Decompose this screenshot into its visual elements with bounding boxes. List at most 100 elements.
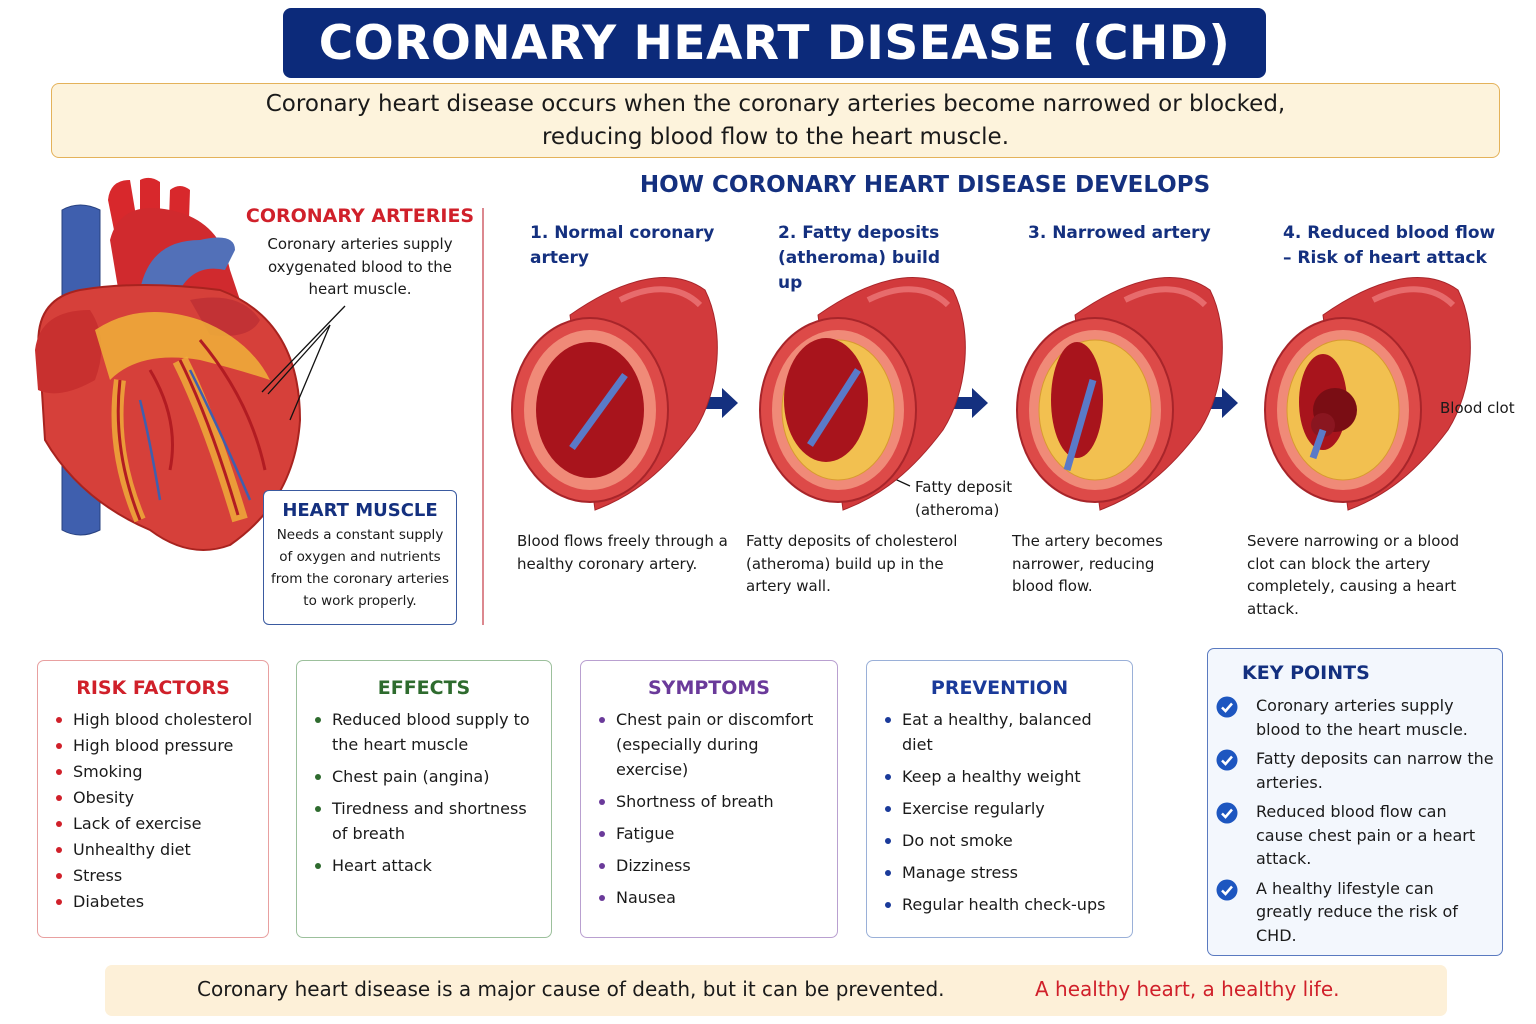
illustration-part xyxy=(267,324,331,395)
panel-title: SYMPTOMS xyxy=(648,677,770,699)
illustration-part xyxy=(695,388,738,418)
illustration-part xyxy=(695,388,1238,418)
artery-shine xyxy=(1123,286,1208,308)
stage-text: Severe narrowing or a blood clot can blo… xyxy=(1247,532,1460,618)
key-point: Reduced blood flow can cause chest pain … xyxy=(1208,800,1494,871)
check-icon xyxy=(1216,879,1238,900)
key-point: Fatty deposits can narrow the arteries. xyxy=(1208,747,1494,794)
arteries-text: Coronary arteries supply oxygenated bloo… xyxy=(267,235,453,298)
stage-text: Blood flows freely through a healthy cor… xyxy=(517,532,728,573)
list-item: Tiredness and shortness of breath xyxy=(313,796,543,846)
arteries-title: CORONARY ARTERIES xyxy=(245,205,475,227)
list-item: Exercise regularly xyxy=(883,796,1124,821)
panel-list: Eat a healthy, balanced diet Keep a healt… xyxy=(867,707,1132,917)
key-points-list: Coronary arteries supply blood to the he… xyxy=(1208,694,1502,947)
flow-arrow xyxy=(1063,379,1097,471)
info-panel: RISK FACTORS High blood cholesterol High b… xyxy=(37,660,269,938)
check-mark xyxy=(1221,885,1233,896)
illustration-part xyxy=(138,369,252,501)
check-circle xyxy=(1216,802,1238,824)
illustration-part xyxy=(116,339,267,521)
check-circle xyxy=(1216,749,1238,771)
key-point-text: Fatty deposits can narrow the arteries. xyxy=(1256,749,1494,792)
stage-heading: 1. Normal coronary artery xyxy=(530,223,715,268)
blood-clot-label: Blood clot xyxy=(1440,399,1515,417)
artery-illustration xyxy=(1016,277,1223,511)
title: CORONARY HEART DISEASE (CHD) xyxy=(318,15,1231,71)
info-panel: EFFECTS Reduced blood supply to the heart… xyxy=(296,660,552,938)
list-item: Stress xyxy=(54,863,260,888)
flow-arrow xyxy=(569,372,628,451)
illustration-part xyxy=(289,324,331,421)
list-item: Fatigue xyxy=(597,821,829,846)
list-item: Heart attack xyxy=(313,853,543,878)
stage-text: Fatty deposits of cholesterol (atheroma)… xyxy=(746,532,958,595)
stage-heading: 2. Fatty deposits (atheroma) build up xyxy=(778,223,941,293)
panel-list: Chest pain or discomfort (especially dur… xyxy=(581,707,837,910)
intro-text: Coronary heart disease occurs when the c… xyxy=(265,90,1286,150)
list-item: Shortness of breath xyxy=(597,789,829,814)
info-panel: SYMPTOMS Chest pain or discomfort (especi… xyxy=(580,660,838,938)
check-mark xyxy=(1221,808,1233,819)
artery-illustration xyxy=(1264,277,1471,511)
list-item: Lack of exercise xyxy=(54,811,260,836)
list-item: High blood cholesterol xyxy=(54,707,260,732)
muscle-text: Needs a constant supply of oxygen and nu… xyxy=(270,527,450,609)
list-item: Diabetes xyxy=(54,889,260,914)
check-icon xyxy=(1216,696,1238,718)
info-panel: PREVENTION Eat a healthy, balanced diet Ke… xyxy=(866,660,1133,938)
key-point: A healthy lifestyle can greatly reduce t… xyxy=(1208,877,1494,948)
panel-title: RISK FACTORS xyxy=(76,677,230,699)
flow-arrow xyxy=(807,368,861,447)
list-item: Unhealthy diet xyxy=(54,837,260,862)
artery-illustration xyxy=(759,277,966,511)
illustration-part xyxy=(35,310,102,394)
muscle-title: HEART MUSCLE xyxy=(282,500,438,521)
intro-box: Coronary heart disease occurs when the c… xyxy=(51,83,1500,158)
title-banner: CORONARY HEART DISEASE (CHD) xyxy=(283,8,1266,78)
lumen xyxy=(536,342,644,478)
list-item: Dizziness xyxy=(597,853,829,878)
artery-shine xyxy=(1371,286,1456,308)
check-icon xyxy=(1216,802,1238,824)
list-item: Nausea xyxy=(597,885,829,910)
panel-list: High blood cholesterol High blood pressur… xyxy=(38,707,268,914)
stage-text: The artery becomes narrower, reducing bl… xyxy=(1012,532,1163,595)
illustration-part xyxy=(945,388,988,418)
list-item: Regular health check-ups xyxy=(883,892,1124,917)
check-circle xyxy=(1216,879,1238,900)
stage-heading: 3. Narrowed artery xyxy=(1028,223,1211,243)
development-title: HOW CORONARY HEART DISEASE DEVELOPS xyxy=(639,172,1211,198)
key-point-text: Coronary arteries supply blood to the he… xyxy=(1256,696,1468,739)
illustration-part xyxy=(95,312,270,380)
list-item: Do not smoke xyxy=(883,828,1124,853)
key-point: Coronary arteries supply blood to the he… xyxy=(1208,694,1494,741)
list-item: High blood pressure xyxy=(54,733,260,758)
list-item: Chest pain (angina) xyxy=(313,764,543,789)
list-item: Chest pain or discomfort (especially dur… xyxy=(597,707,829,782)
check-circle xyxy=(1216,696,1238,718)
artery-shine xyxy=(618,286,703,308)
panel-title: EFFECTS xyxy=(377,677,471,699)
flow-arrow xyxy=(1309,428,1327,460)
list-item: Smoking xyxy=(54,759,260,784)
lumen xyxy=(784,338,868,462)
list-item: Keep a healthy weight xyxy=(883,764,1124,789)
check-icon xyxy=(1216,749,1238,771)
artery-shine xyxy=(866,286,951,308)
heart-illustration xyxy=(35,177,302,551)
stage-heading: 4. Reduced blood flow – Risk of heart at… xyxy=(1283,223,1496,268)
footer-warning: Coronary heart disease is a major cause … xyxy=(197,977,945,1001)
list-item: Manage stress xyxy=(883,860,1124,885)
key-points-panel: KEY POINTS Coronary arteries supply bloo… xyxy=(1207,648,1503,956)
panel-list: Reduced blood supply to the heart muscle… xyxy=(297,707,551,878)
list-item: Eat a healthy, balanced diet xyxy=(883,707,1124,757)
fatty-deposit-label: Fatty deposit (atheroma) xyxy=(915,478,1013,519)
heart-muscle-box: HEART MUSCLE Needs a constant supply of … xyxy=(263,490,457,625)
check-mark xyxy=(1221,702,1233,713)
blood-clot xyxy=(1311,413,1335,437)
